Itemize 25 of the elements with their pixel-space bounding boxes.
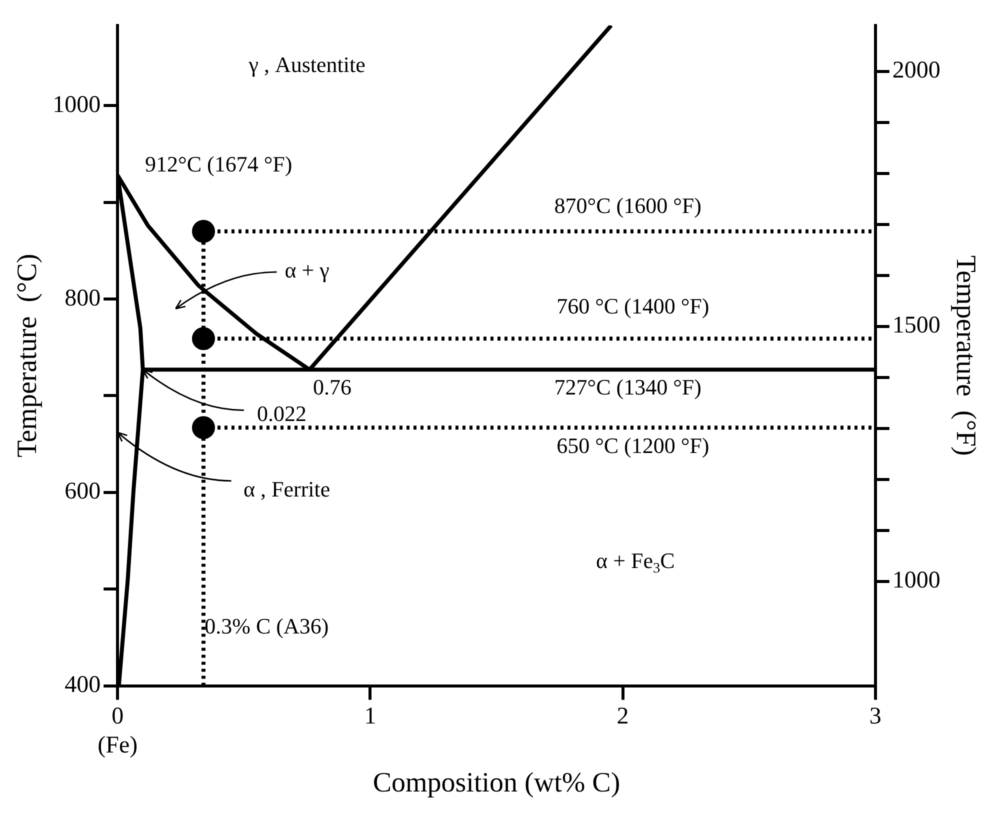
annotation: 727°C (1340 °F) — [554, 374, 702, 400]
y2-axis-title: Temperature (°F) — [950, 255, 981, 456]
y2-tick-label: 1000 — [892, 568, 940, 594]
x-tick-label: 2 — [616, 703, 629, 730]
x-tick-label: 1 — [364, 703, 376, 730]
annotation: α + γ — [284, 258, 330, 283]
annotation: 0.022 — [257, 400, 307, 426]
y-tick-label: 1000 — [52, 92, 101, 118]
annotation: 912°C (1674 °F) — [145, 151, 292, 176]
y-axis-title: Temperature (°C) — [12, 254, 44, 458]
y2-tick-label: 2000 — [892, 58, 940, 84]
y2-tick-label: 1500 — [892, 312, 940, 339]
x-tick-label: 3 — [869, 703, 882, 730]
annotation: 870°C (1600 °F) — [554, 192, 702, 218]
annotation: γ , Austentite — [248, 52, 366, 77]
annotation: 0.76 — [313, 374, 352, 400]
y-tick-label: 600 — [64, 478, 101, 505]
y-tick-label: 400 — [64, 672, 101, 698]
annotation: 0.3% C (A36) — [204, 614, 329, 639]
annotation: 760 °C (1400 °F) — [556, 294, 710, 319]
annotation: 650 °C (1200 °F) — [556, 432, 710, 458]
x-tick-label: 0 (Fe) — [98, 703, 138, 758]
annotation: α , Ferrite — [244, 476, 330, 502]
y-tick-label: 800 — [64, 285, 101, 312]
x-axis-title: Composition (wt% C) — [372, 768, 620, 799]
